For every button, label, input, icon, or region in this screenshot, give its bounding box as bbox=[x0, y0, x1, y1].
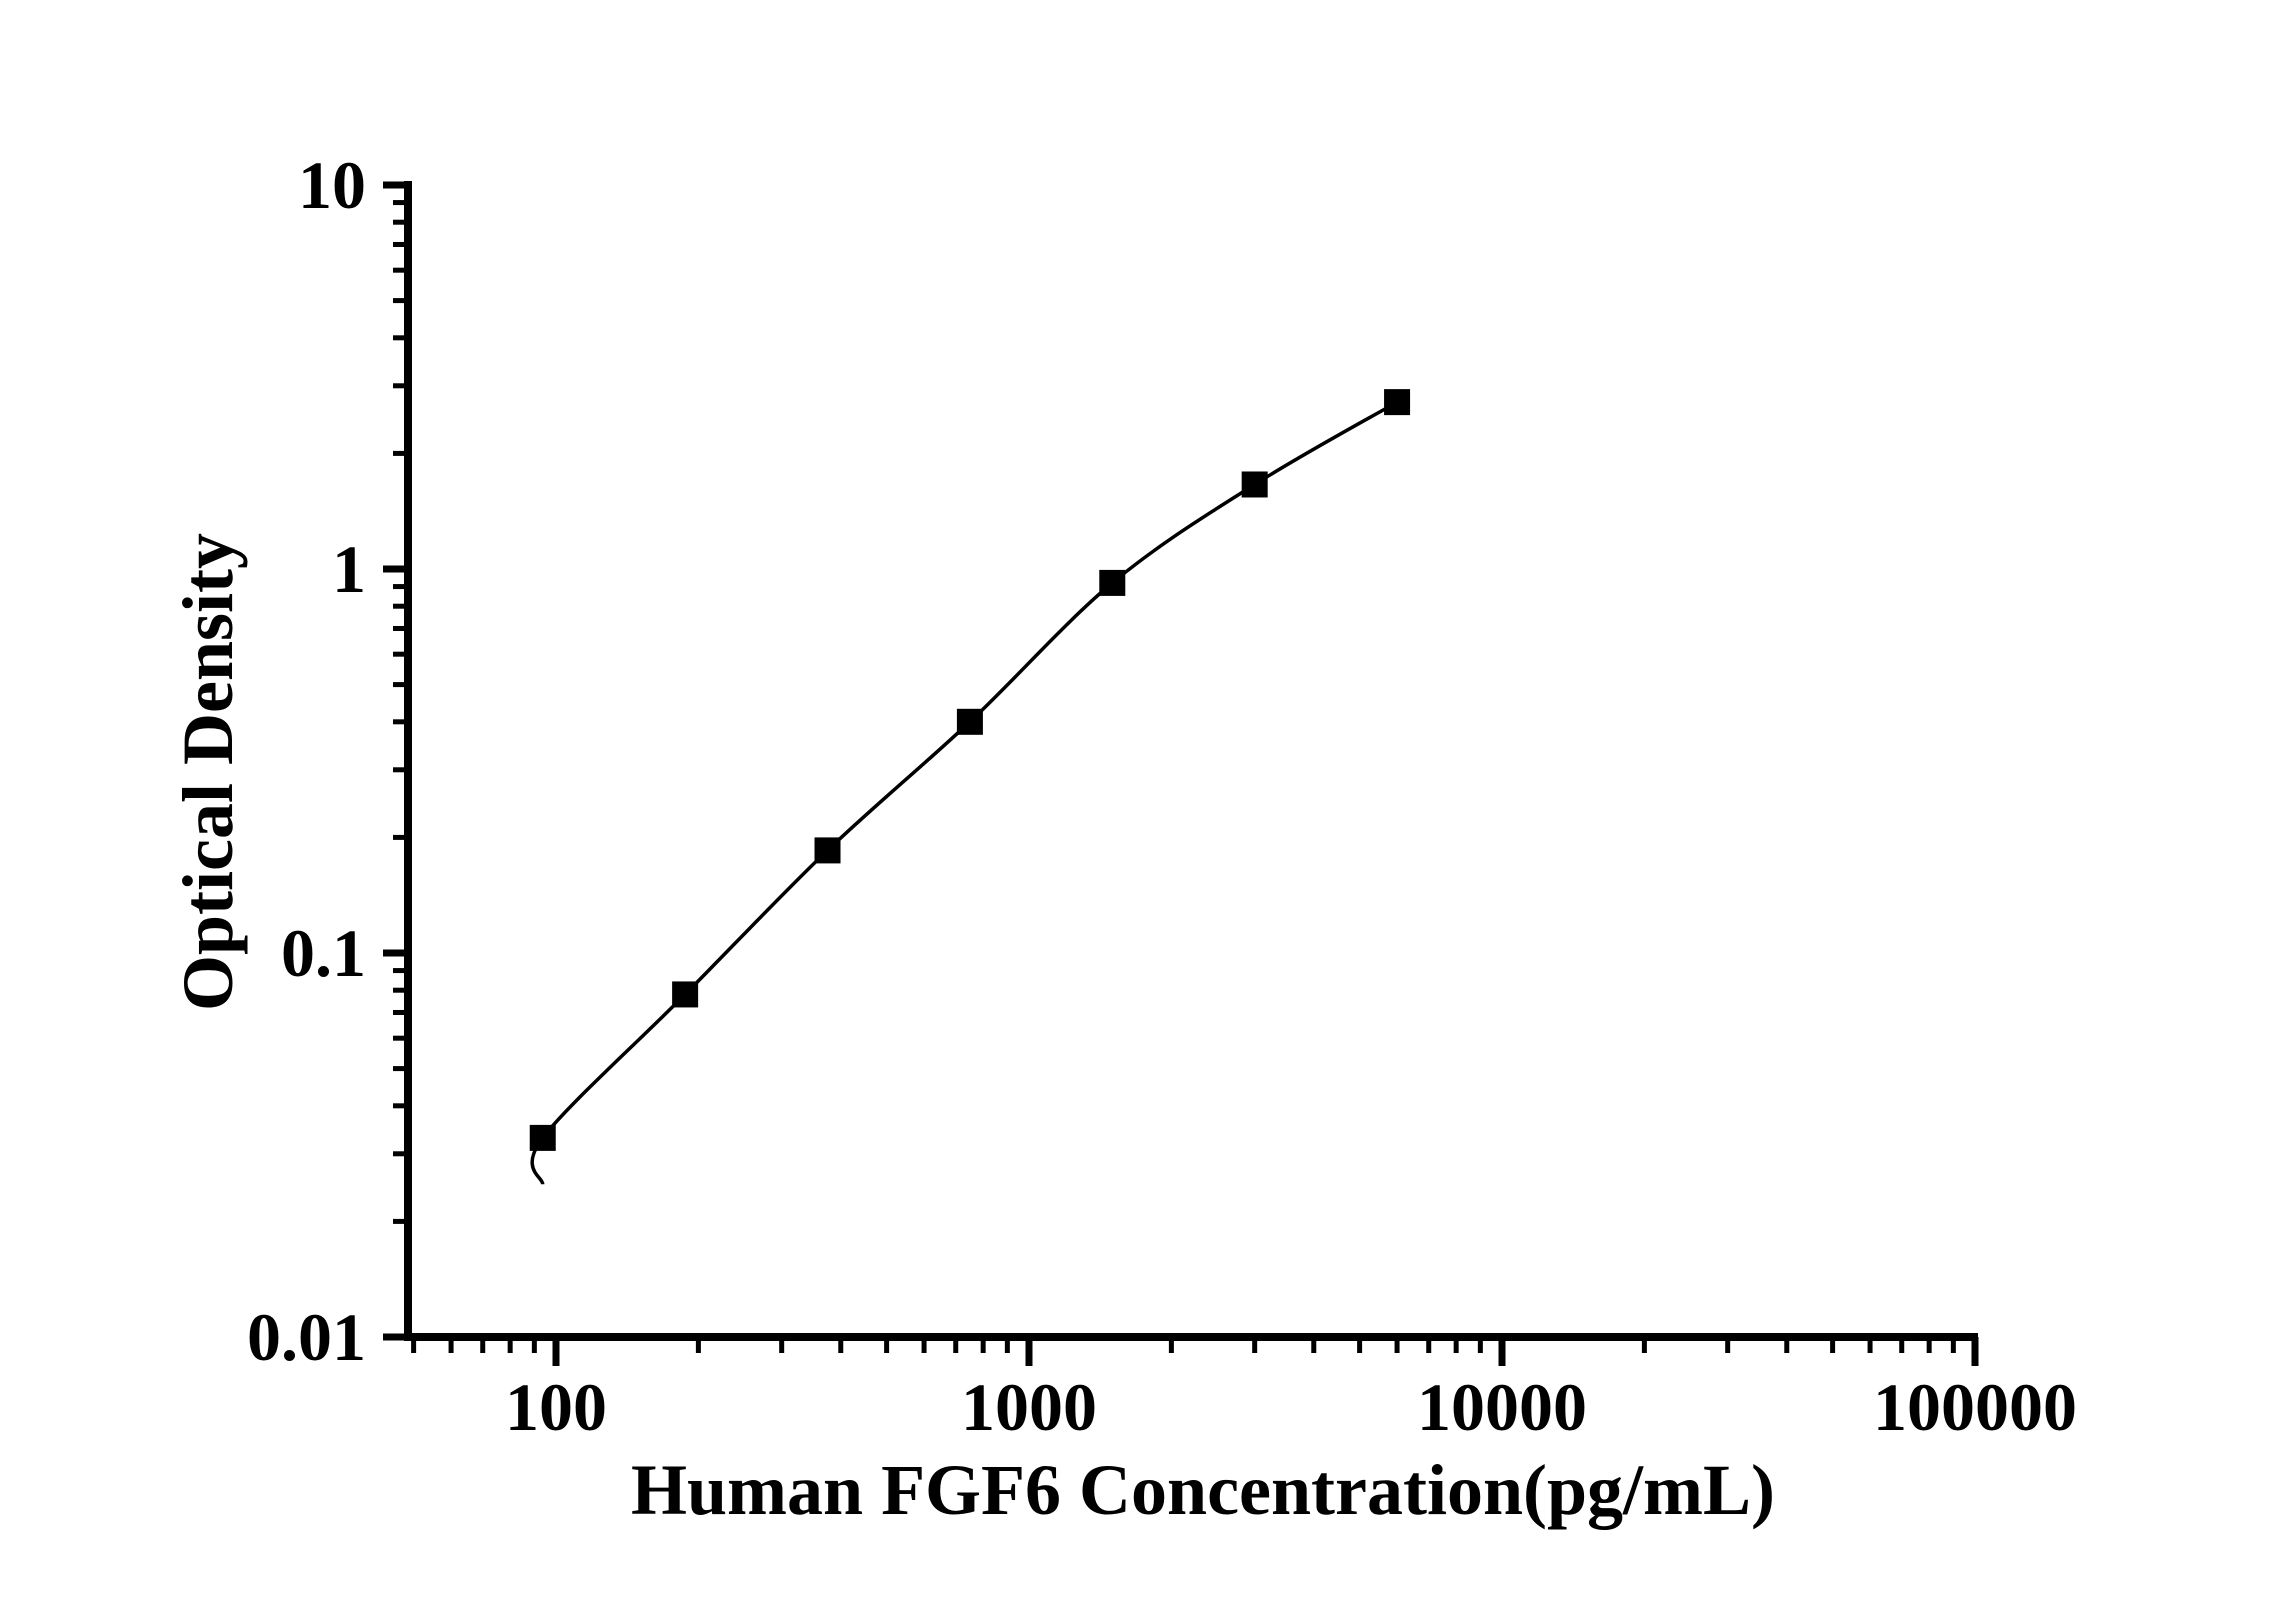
axes bbox=[404, 181, 1978, 1341]
data-series bbox=[529, 389, 1411, 1185]
x-axis-ticks bbox=[411, 1337, 1979, 1366]
data-point-marker bbox=[1241, 471, 1268, 498]
x-tick-label: 100000 bbox=[1873, 1369, 2077, 1445]
fit-curve-line bbox=[530, 400, 1398, 1185]
x-axis-tick-labels: 100 1000 10000 100000 bbox=[505, 1369, 2077, 1445]
data-point-markers bbox=[529, 389, 1411, 1151]
y-tick-label: 1 bbox=[332, 531, 366, 607]
y-axis-title: Optical Density bbox=[168, 533, 248, 1011]
x-axis-title: Human FGF6 Concentration(pg/mL) bbox=[631, 1450, 1775, 1530]
data-point-marker bbox=[814, 837, 841, 864]
data-point-marker bbox=[1384, 389, 1411, 416]
data-point-marker bbox=[672, 981, 699, 1008]
data-point-marker bbox=[529, 1124, 556, 1151]
y-axis-tick-labels: 0.01 0.1 1 10 bbox=[247, 147, 366, 1375]
x-tick-label: 1000 bbox=[961, 1369, 1097, 1445]
y-tick-label: 0.1 bbox=[281, 915, 366, 991]
y-tick-label: 0.01 bbox=[247, 1299, 366, 1375]
x-tick-label: 10000 bbox=[1417, 1369, 1587, 1445]
x-tick-label: 100 bbox=[505, 1369, 607, 1445]
y-tick-label: 10 bbox=[298, 147, 366, 223]
data-point-marker bbox=[1099, 569, 1126, 596]
y-axis-ticks bbox=[383, 181, 408, 1341]
data-point-marker bbox=[956, 708, 983, 735]
